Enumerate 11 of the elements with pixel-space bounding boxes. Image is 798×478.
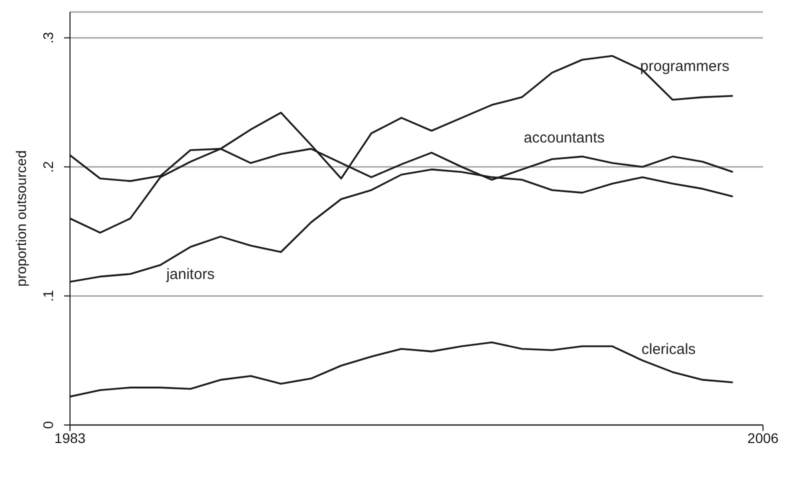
series-label: programmers [640, 58, 730, 76]
y-tick-label: .2 [40, 160, 56, 173]
y-tick-label: .1 [40, 290, 56, 302]
series-label: accountants [524, 130, 605, 147]
x-tick-label: 1983 [54, 430, 86, 446]
y-tick-label: .3 [40, 32, 56, 44]
series-label: clericals [642, 341, 696, 358]
y-axis-title: proportion outsourced [12, 150, 29, 287]
y-tick-label: 0 [40, 420, 56, 429]
series-label: janitors [165, 266, 215, 283]
x-tick-label: 2006 [747, 430, 779, 446]
